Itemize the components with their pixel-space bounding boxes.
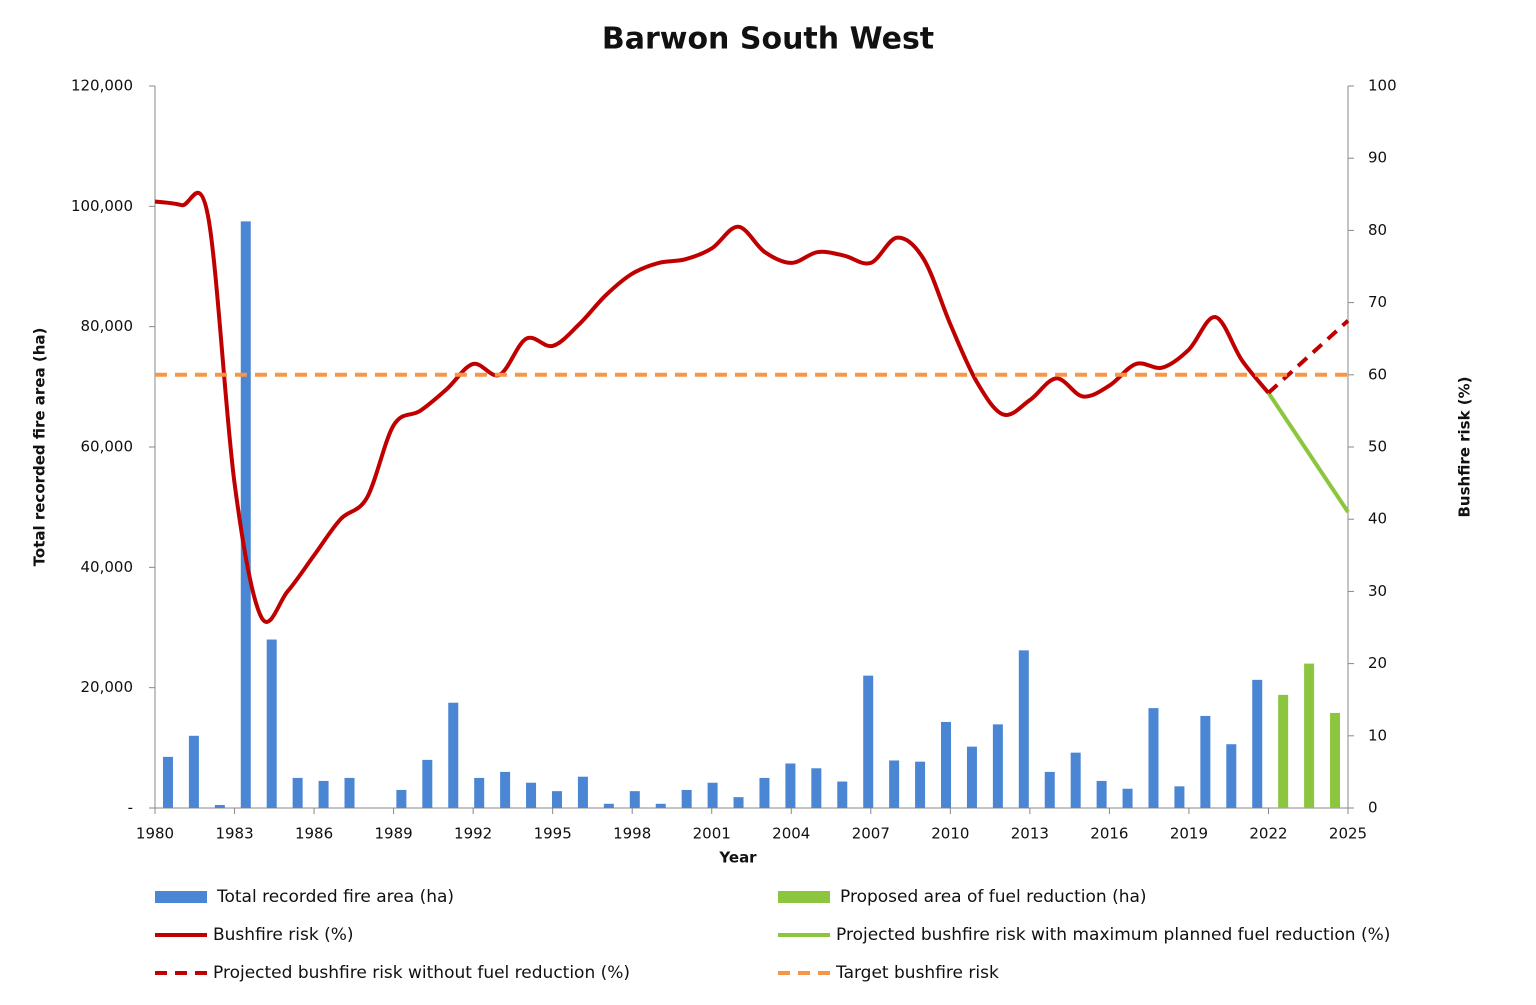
bar [551,791,562,808]
bar [344,777,355,808]
bar [863,675,874,808]
line [1266,391,1350,514]
bar [188,735,199,808]
chart-title: Barwon South West [602,22,934,57]
y2-axis-title: Bushfire risk (%) [1456,376,1474,517]
bar [214,804,225,808]
x-tick-label: 1989 [375,825,413,843]
bar [941,721,952,808]
bar [1096,780,1107,808]
bar [1252,679,1263,808]
y2-tick-label: 30 [1368,582,1387,600]
y2-tick-label: 40 [1368,510,1387,528]
x-tick-label: 1983 [215,825,253,843]
y-tick-label: 100,000 [71,197,133,215]
x-tick-label: 2010 [931,825,969,843]
legend-label: Target bushfire risk [835,963,999,983]
y2-tick-label: 10 [1368,726,1387,744]
bar [629,791,640,808]
y2-tick-label: 0 [1368,799,1378,817]
bar [707,782,718,808]
x-tick-label: 2013 [1011,825,1049,843]
x-tick-label: 1998 [613,825,651,843]
y-tick-label: 80,000 [81,317,134,335]
bar [992,724,1003,808]
x-tick-label: 2019 [1170,825,1208,843]
bar [733,797,744,808]
x-tick-label: 1986 [295,825,333,843]
bar [1018,650,1029,808]
bar [240,221,251,808]
bar [474,777,485,808]
bar [1174,786,1185,808]
y-tick-label: 40,000 [81,558,134,576]
y2-tick-label: 90 [1368,149,1387,167]
line [1267,319,1350,395]
x-tick-label: 2016 [1090,825,1128,843]
bar [526,782,537,808]
bar [422,759,433,808]
bar [1070,752,1081,808]
legend-label: Proposed area of fuel reduction (ha) [840,887,1147,907]
x-tick-label: 2001 [693,825,731,843]
y2-tick-label: 60 [1368,365,1387,383]
bar [448,702,459,808]
bar [292,777,303,808]
bar [266,639,277,808]
y-tick-label: - [128,799,133,817]
x-axis-title: Year [718,849,757,867]
legend-label: Bushfire risk (%) [213,925,354,945]
y-tick-label: 120,000 [71,77,133,95]
x-tick-label: 2025 [1329,825,1367,843]
bar [603,803,614,808]
y2-tick-label: 100 [1368,77,1397,95]
x-tick-label: 1995 [534,825,572,843]
bar [759,777,770,808]
x-tick-label: 2022 [1249,825,1287,843]
y2-tick-label: 80 [1368,221,1387,239]
bar [318,780,329,808]
bar [785,763,796,808]
y2-tick-label: 50 [1368,438,1387,456]
legend-swatch [155,891,207,903]
bar [577,776,588,808]
x-tick-label: 2004 [772,825,810,843]
bar [837,781,848,808]
bar [162,756,173,808]
y-axis-title: Total recorded fire area (ha) [31,328,49,567]
line [154,190,1271,624]
legend-swatch [778,891,830,903]
bar [681,789,692,808]
bar [1226,744,1237,808]
bar [1330,712,1341,808]
y-tick-label: 20,000 [81,678,134,696]
bar [811,768,822,808]
legend-label: Projected bushfire risk without fuel red… [213,963,630,983]
bar [1148,708,1159,808]
bar [915,761,926,808]
legend-label: Total recorded fire area (ha) [216,887,454,907]
bar [655,803,666,808]
bar [966,746,977,808]
bar [1044,771,1055,808]
bar [500,771,511,808]
x-tick-label: 1992 [454,825,492,843]
bar [1278,694,1289,808]
y-tick-label: 60,000 [81,438,134,456]
legend-label: Projected bushfire risk with maximum pla… [836,925,1390,945]
bar [1200,715,1211,808]
bar [396,789,407,808]
y2-tick-label: 20 [1368,654,1387,672]
bar [889,760,900,808]
y2-tick-label: 70 [1368,293,1387,311]
bar [1304,663,1315,808]
bar [1122,788,1133,808]
x-tick-label: 1980 [136,825,174,843]
x-tick-label: 2007 [852,825,890,843]
